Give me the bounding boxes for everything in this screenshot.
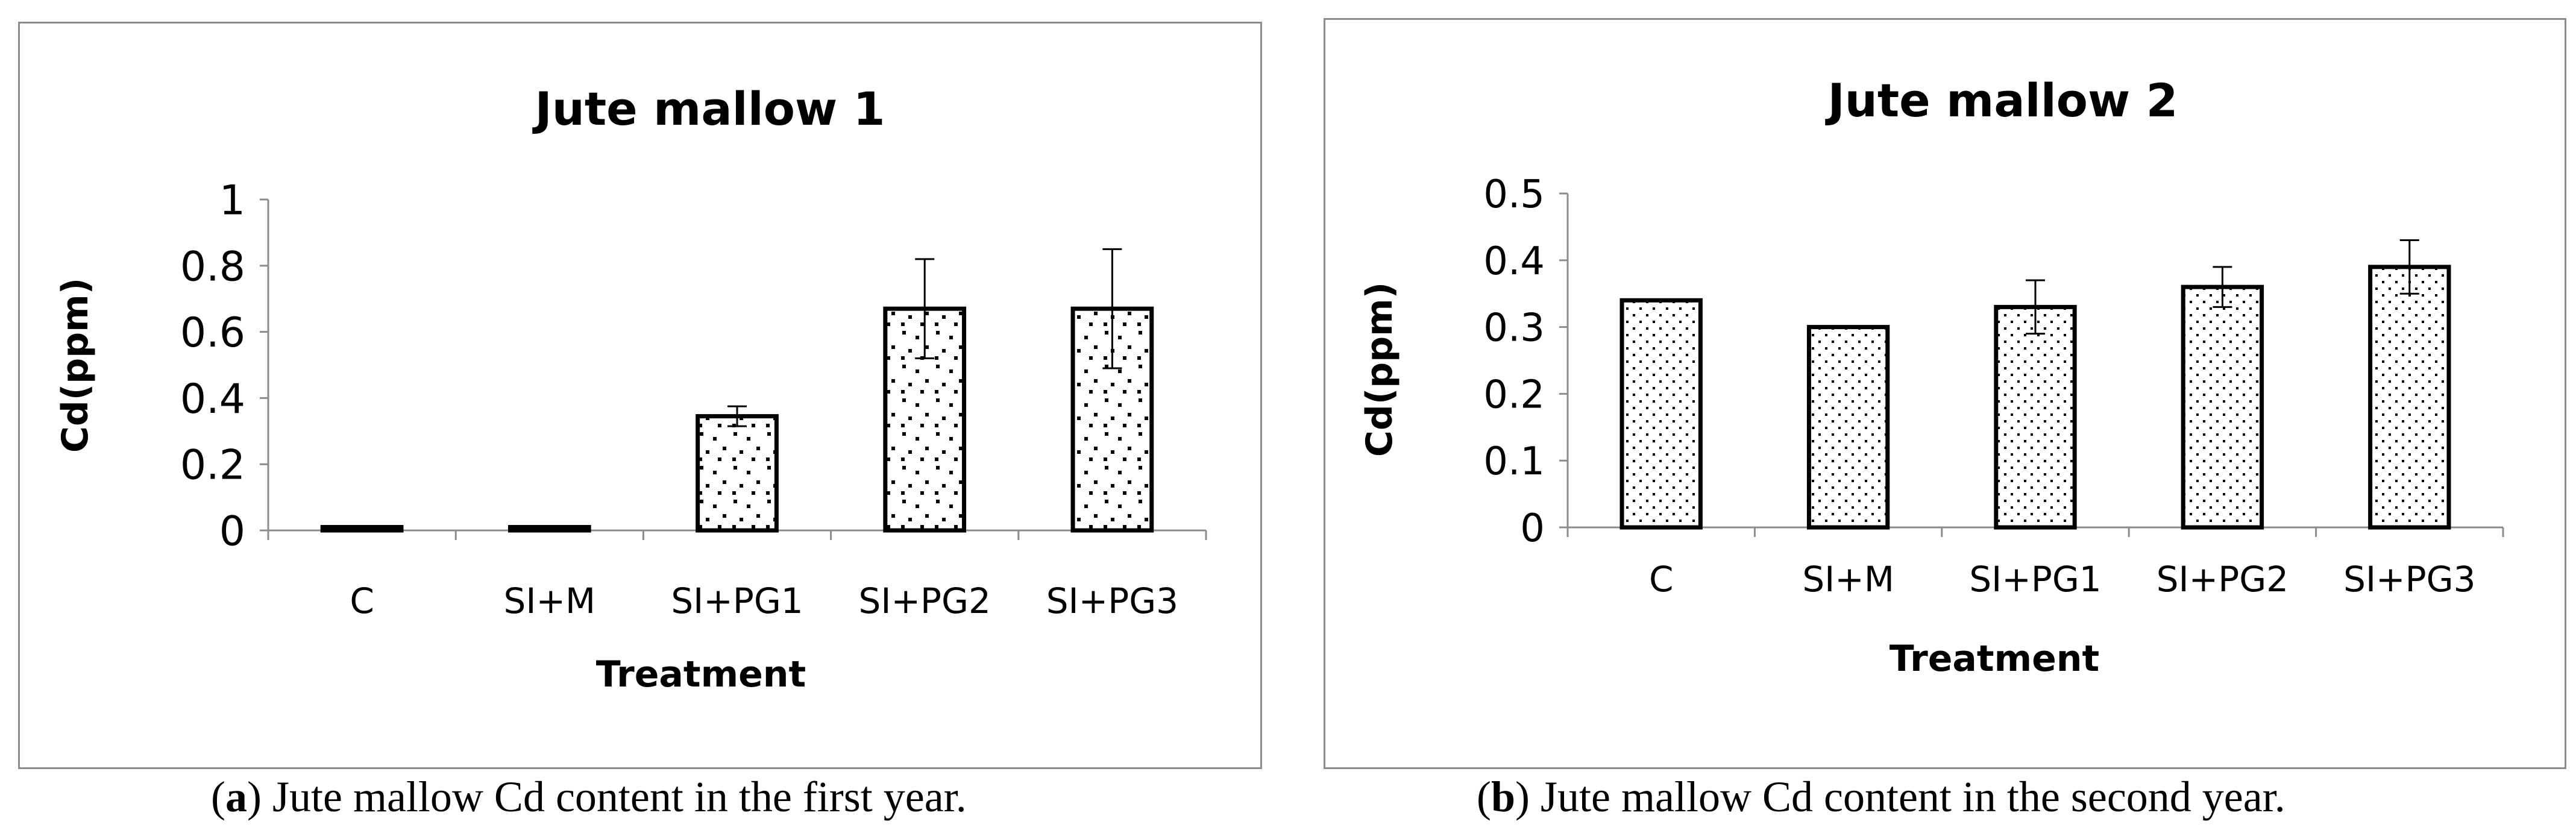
x-category-label: SI+PG1 — [671, 580, 803, 621]
y-tick-label: 0.1 — [1483, 439, 1545, 484]
bar — [1994, 304, 2077, 530]
y-axis-label: Cd(ppm) — [1359, 282, 1401, 457]
y-tick-label: 0.5 — [1483, 172, 1545, 217]
x-category-label: SI+PG1 — [1969, 559, 2101, 600]
x-category-label: C — [1649, 559, 1674, 600]
caption-a-text: Jute mallow Cd content in the first year… — [261, 773, 967, 821]
bar — [696, 414, 779, 533]
y-tick-label: 0.2 — [1483, 372, 1545, 417]
chart-title: Jute mallow 1 — [532, 82, 885, 136]
y-tick-label: 1 — [219, 177, 245, 224]
bar — [2181, 284, 2264, 530]
chart-b-svg: Jute mallow 2 0 0.1 0.2 0.3 0.4 0.5 C SI+M SI+PG1… — [1359, 74, 2504, 680]
bar — [2368, 265, 2451, 530]
bar — [507, 525, 591, 533]
y-tick-label: 0.4 — [1483, 239, 1545, 284]
y-tick-label: 0.6 — [180, 309, 245, 357]
x-category-label: SI+M — [504, 580, 596, 621]
bar — [320, 525, 404, 533]
x-category-label: SI+PG2 — [2157, 559, 2289, 600]
y-axis-label: Cd(ppm) — [54, 278, 96, 453]
caption-a-label: a — [225, 773, 247, 821]
y-tick-label: 0.8 — [180, 243, 245, 291]
chart-panel-a: Jute mallow 1 0 0.2 0.4 0.6 0.8 1 C SI+M SI+PG1 SI… — [18, 22, 1262, 769]
x-category-label: SI+M — [1802, 559, 1894, 600]
y-tick-label: 0.4 — [180, 376, 245, 423]
x-category-label: SI+PG3 — [2343, 559, 2475, 600]
bar — [1806, 325, 1890, 530]
caption-b-text: Jute mallow Cd content in the second yea… — [1530, 773, 2285, 821]
caption-a: (a) Jute mallow Cd content in the first … — [211, 773, 967, 821]
bar — [1619, 298, 1703, 530]
caption-b-label: b — [1491, 773, 1516, 821]
chart-a-svg: Jute mallow 1 0 0.2 0.4 0.6 0.8 1 C SI+M SI+PG1 SI… — [54, 82, 1207, 696]
caption-b: (b) Jute mallow Cd content in the second… — [1477, 773, 2285, 821]
chart-panel-b: Jute mallow 2 0 0.1 0.2 0.3 0.4 0.5 C SI+M SI+PG1… — [1324, 18, 2566, 769]
y-tick-label: 0 — [219, 507, 245, 555]
x-category-label: SI+PG2 — [859, 580, 991, 621]
y-tick-label: 0.2 — [180, 442, 245, 489]
x-category-label: C — [350, 580, 374, 621]
x-axis-label: Treatment — [596, 653, 806, 696]
y-tick-label: 0 — [1520, 506, 1545, 551]
chart-title: Jute mallow 2 — [1824, 74, 2178, 127]
x-axis-label: Treatment — [1890, 638, 2099, 680]
y-tick-label: 0.3 — [1483, 306, 1545, 351]
x-category-label: SI+PG3 — [1046, 580, 1178, 621]
